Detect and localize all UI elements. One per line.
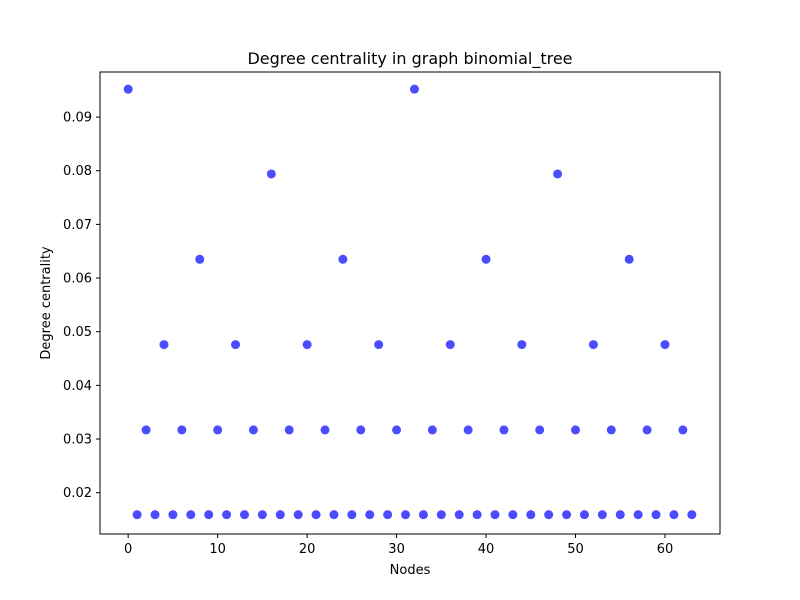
x-tick-label: 50 (567, 542, 584, 557)
data-point (222, 510, 232, 520)
data-point (678, 425, 688, 435)
data-point (633, 510, 643, 520)
data-point (302, 340, 312, 350)
data-point (481, 254, 491, 264)
data-point (168, 510, 178, 520)
data-point (660, 340, 670, 350)
data-point (517, 340, 527, 350)
data-point (669, 510, 679, 520)
data-point (132, 510, 142, 520)
data-point (544, 510, 554, 520)
data-point (526, 510, 536, 520)
data-point (257, 510, 267, 520)
data-point (141, 425, 151, 435)
data-point (204, 510, 214, 520)
x-tick-label: 60 (657, 542, 674, 557)
data-point (597, 510, 607, 520)
y-tick-label: 0.06 (63, 272, 92, 287)
data-point (159, 340, 169, 350)
data-point (642, 425, 652, 435)
y-tick-label: 0.07 (63, 218, 92, 233)
data-point (123, 84, 133, 94)
data-point (365, 510, 375, 520)
data-point (436, 510, 446, 520)
data-point (562, 510, 572, 520)
chart-title: Degree centrality in graph binomial_tree (247, 49, 572, 69)
data-point (239, 510, 249, 520)
y-axis-label: Degree centrality (39, 246, 54, 360)
data-point (338, 254, 348, 264)
data-point (383, 510, 393, 520)
x-tick-label: 30 (388, 542, 405, 557)
data-point (588, 340, 598, 350)
data-point (293, 510, 303, 520)
data-point (490, 510, 500, 520)
y-tick-label: 0.05 (63, 325, 92, 340)
x-tick-label: 0 (124, 542, 132, 557)
data-point (409, 84, 419, 94)
data-point (606, 425, 616, 435)
data-point (231, 340, 241, 350)
y-axis-ticks: 0.02 0.03 0.04 0.05 0.06 0.07 0.08 0.09 (63, 111, 100, 501)
data-point (213, 425, 223, 435)
data-point (499, 425, 509, 435)
y-tick-label: 0.08 (63, 164, 92, 179)
y-tick-label: 0.09 (63, 111, 92, 126)
plot-frame (99, 71, 721, 535)
data-point (508, 510, 518, 520)
data-point (186, 510, 196, 520)
data-point (275, 510, 285, 520)
data-point (553, 169, 563, 179)
data-point (463, 425, 473, 435)
data-point (320, 425, 330, 435)
data-point (150, 510, 160, 520)
data-point (392, 425, 402, 435)
data-point (374, 340, 384, 350)
data-point (454, 510, 464, 520)
data-point (284, 425, 294, 435)
y-tick-label: 0.03 (63, 433, 92, 448)
data-point (177, 425, 187, 435)
data-point (472, 510, 482, 520)
data-point (195, 254, 205, 264)
data-point (535, 425, 545, 435)
y-tick-label: 0.02 (63, 486, 92, 501)
x-axis-ticks: 0 10 20 30 40 50 60 (124, 534, 673, 557)
data-point (651, 510, 661, 520)
x-tick-label: 10 (209, 542, 226, 557)
data-points (123, 84, 697, 520)
data-point (266, 169, 276, 179)
data-point (571, 425, 581, 435)
x-axis-label: Nodes (390, 563, 431, 578)
x-tick-label: 20 (299, 542, 316, 557)
data-point (356, 425, 366, 435)
data-point (445, 340, 455, 350)
x-tick-label: 40 (478, 542, 495, 557)
data-point (418, 510, 428, 520)
data-point (311, 510, 321, 520)
data-point (579, 510, 589, 520)
y-tick-label: 0.04 (63, 379, 92, 394)
data-point (401, 510, 411, 520)
data-point (687, 510, 697, 520)
data-point (329, 510, 339, 520)
data-point (347, 510, 357, 520)
data-point (615, 510, 625, 520)
data-point (248, 425, 258, 435)
data-point (427, 425, 437, 435)
data-point (624, 254, 634, 264)
